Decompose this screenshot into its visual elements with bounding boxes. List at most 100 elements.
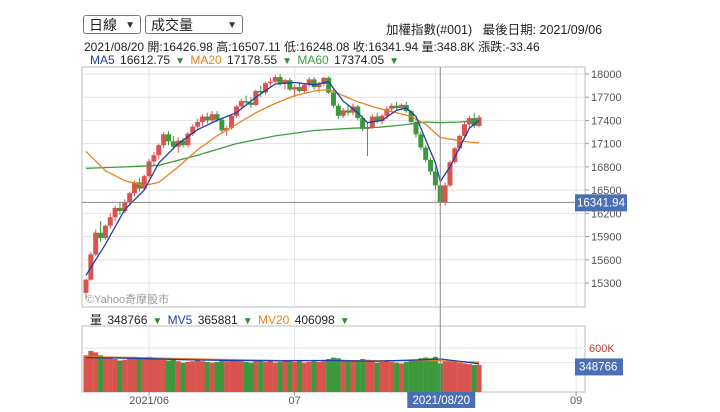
candle-body <box>282 80 288 84</box>
volume-bar <box>175 361 181 392</box>
close-label: 收: <box>352 40 369 54</box>
crosshair-price-label: 16341.94 <box>577 197 626 209</box>
volume-bar <box>185 361 191 392</box>
candle-body <box>93 232 99 255</box>
candle-body <box>321 77 327 85</box>
yahoo-watermark: ©Yahoo奇摩股市 <box>86 292 169 306</box>
mv20-value: 406098 <box>294 313 335 327</box>
high-value: 16507.11 <box>231 40 281 54</box>
candle-body <box>316 84 322 88</box>
volume-bar <box>180 362 186 392</box>
volume-bar <box>471 364 477 392</box>
volume-bar <box>345 360 351 392</box>
ma20-name: MA20 <box>190 53 222 67</box>
volume-bar <box>379 361 385 392</box>
candle-body <box>83 279 89 293</box>
change-label: 漲跌: <box>478 40 506 54</box>
candle-body <box>311 79 317 88</box>
volume-bar <box>136 357 142 392</box>
candle-body <box>432 171 438 186</box>
price-tick-label: 17700 <box>591 92 622 104</box>
chart-header: 加權指數(#001) 最後日期: 2021/09/06 <box>386 19 602 38</box>
volume-bar <box>112 359 118 392</box>
candle-body <box>418 134 424 148</box>
candle-body <box>136 182 142 189</box>
volume-bar <box>384 361 390 392</box>
change-value: -33.46 <box>505 40 540 54</box>
last-date: 2021/09/06 <box>539 23 603 37</box>
candle-body <box>340 110 346 116</box>
price-tick-label: 15600 <box>591 255 622 267</box>
volume-bar <box>301 362 307 392</box>
volume-bar <box>219 360 225 392</box>
price-plot-frame <box>81 66 586 308</box>
x-tick-label: 2021/06 <box>129 395 169 407</box>
volume-bar <box>364 359 370 392</box>
volume-bar <box>389 361 395 392</box>
volume-bar <box>214 361 220 392</box>
candle-body <box>156 145 162 156</box>
volume-bar <box>88 350 94 392</box>
volume-bar <box>122 359 128 392</box>
triangle-down-icon: ▼ <box>282 56 293 67</box>
period-select-value: 日線 <box>89 17 117 33</box>
volume-bar <box>199 361 205 392</box>
candle-body <box>122 202 128 211</box>
volume-bar <box>170 359 176 392</box>
volume-bar <box>127 358 133 392</box>
candle-body <box>452 148 458 163</box>
volume-bar <box>428 358 434 392</box>
x-tick-label: 09 <box>570 395 582 407</box>
candle-body <box>117 207 123 211</box>
volume-bar <box>457 362 463 392</box>
candle-body <box>243 101 249 103</box>
price-tick-label: 15900 <box>591 232 622 244</box>
triangle-down-icon: ▼ <box>339 316 350 327</box>
volume-bar <box>316 361 322 392</box>
mv5-line <box>85 356 480 365</box>
candle-body <box>204 116 210 121</box>
volume-bar <box>233 360 239 392</box>
indicator-select[interactable]: 成交量 ▼ <box>145 15 243 34</box>
open-label: 開: <box>147 40 163 54</box>
volume-legend: 量 348766 ▼ MV5 365881 ▼ MV20 406098 ▼ <box>90 311 352 328</box>
volume-bar <box>224 361 230 392</box>
volume-bar <box>418 358 424 392</box>
mv5-value: 365881 <box>197 313 238 327</box>
volume-bar <box>238 361 244 392</box>
triangle-down-icon: ▼ <box>242 316 253 327</box>
candle-body <box>335 105 341 116</box>
crosshair-volume-label: 348766 <box>579 361 617 373</box>
candle-body <box>374 116 380 122</box>
vol-name: 量 <box>90 313 103 327</box>
candle-body <box>394 105 400 109</box>
candle-body <box>442 185 448 203</box>
candle-body <box>190 126 196 134</box>
candle-body <box>462 124 468 136</box>
candle-body <box>132 182 138 194</box>
volume-bar <box>311 361 317 392</box>
volume-bar <box>462 363 468 392</box>
candle-body <box>447 162 453 186</box>
volume-label: 量: <box>421 40 437 54</box>
candle-body <box>219 119 225 131</box>
ma5-line <box>85 80 480 276</box>
volume-bar <box>369 361 375 392</box>
candle-body <box>112 207 118 218</box>
candle-body <box>214 114 220 120</box>
volume-bar <box>156 359 162 392</box>
ma60-name: MA60 <box>297 53 329 67</box>
candle-body <box>161 134 167 146</box>
volume-bar <box>243 361 249 392</box>
candle-body <box>360 118 366 129</box>
period-select[interactable]: 日線 ▼ <box>83 15 141 34</box>
x-tick-label: 07 <box>289 395 301 407</box>
candle-body <box>209 114 215 121</box>
candle-body <box>185 133 191 146</box>
candle-body <box>471 118 477 126</box>
volume-bar <box>141 358 147 392</box>
candle-body <box>258 91 264 93</box>
volume-bar <box>403 361 409 392</box>
volume-bar <box>272 362 278 392</box>
